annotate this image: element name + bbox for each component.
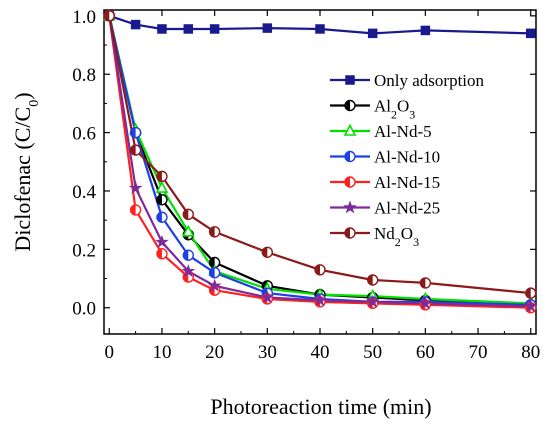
marker-star (260, 290, 275, 304)
y-tick-label: 0.8 (72, 65, 96, 86)
y-tick-label: 0.0 (72, 299, 96, 320)
marker-circle-half (130, 145, 136, 156)
x-tick-label: 20 (205, 342, 224, 363)
marker-circle-half (345, 100, 350, 111)
legend-item-2: Al-Nd-5 (330, 122, 432, 141)
marker-square (262, 23, 273, 33)
y-axis-label-sub: 0 (27, 100, 42, 107)
marker-star (365, 294, 380, 308)
marker-square (367, 28, 378, 39)
x-tick-label: 10 (152, 342, 171, 363)
y-tick-label: 0.6 (72, 124, 96, 145)
marker-circle-half (420, 277, 426, 288)
marker-triangle (155, 180, 169, 193)
marker-square (183, 24, 194, 34)
legend-label: Nd2O3 (374, 224, 419, 249)
series-line-0 (108, 14, 531, 35)
marker-circle-half (345, 151, 350, 162)
series-line-2 (108, 15, 531, 305)
series-line-4 (108, 15, 531, 309)
marker-star (418, 296, 433, 310)
marker-star (523, 299, 538, 313)
plot-frame (103, 9, 537, 335)
marker-circle-half (156, 248, 162, 259)
legend-label: Al-Nd-5 (374, 122, 432, 141)
marker-circle-half (104, 10, 110, 21)
marker-circle-half (209, 257, 215, 268)
y-axis-label: Diclofenac (C/C0) (10, 92, 42, 251)
x-tick-label: 0 (105, 342, 115, 363)
legend-item-5: Al-Nd-25 (330, 199, 440, 218)
marker-circle-half (345, 228, 350, 238)
marker-circle-half (525, 288, 531, 299)
y-axis-label-main: Diclofenac (C/C (10, 107, 35, 252)
legend-item-0: Only adsorption (330, 71, 485, 90)
x-tick-label: 60 (416, 342, 435, 363)
marker-circle-half (345, 177, 350, 187)
series-line-3 (108, 15, 531, 306)
series-points-2 (102, 8, 538, 309)
series-points-6 (103, 10, 537, 299)
marker-star (207, 278, 222, 292)
series-line-5 (108, 15, 531, 308)
y-tick-label: 0.4 (72, 182, 96, 203)
y-tick-label: 0.2 (72, 240, 96, 261)
series-markers (102, 8, 538, 314)
x-tick-label: 30 (258, 342, 277, 363)
x-axis-label: Photoreaction time (min) (210, 394, 431, 419)
marker-square (420, 25, 431, 36)
series-points-3 (103, 10, 537, 311)
x-tick-label: 70 (469, 342, 488, 363)
legend-label: Al2O3 (374, 97, 415, 122)
marker-circle-half (209, 226, 215, 237)
marker-square (157, 24, 167, 34)
series-lines (108, 14, 531, 309)
marker-square (130, 19, 141, 30)
marker-circle-half (156, 194, 162, 205)
axes: 0 10 20 30 40 50 60 70 80 0.0 0.2 0.4 0.6 0.8 1.0 (72, 7, 540, 363)
legend-item-4: Al-Nd-15 (330, 173, 440, 192)
y-axis-label-tail: ) (10, 92, 35, 99)
legend-label: Al-Nd-25 (374, 199, 440, 218)
x-tick-label: 50 (363, 342, 382, 363)
legend-item-3: Al-Nd-10 (330, 148, 440, 167)
marker-circle-half (367, 275, 373, 285)
marker-circle-half (156, 212, 162, 223)
marker-star (155, 234, 169, 248)
marker-circle-half (183, 209, 189, 220)
series-line-6 (108, 15, 531, 295)
marker-circle-half (209, 267, 215, 278)
legend-item-6: Nd2O3 (330, 224, 419, 249)
y-tick-label: 1.0 (72, 7, 96, 28)
marker-square (209, 24, 220, 34)
marker-circle-half (262, 247, 268, 258)
x-tick-label: 40 (311, 342, 330, 363)
marker-square (315, 24, 325, 34)
marker-circle-half (130, 204, 136, 215)
marker-triangle (343, 123, 357, 136)
marker-circle-half (315, 264, 320, 275)
legend-label: Al-Nd-10 (374, 148, 440, 167)
series-line-1 (108, 15, 531, 306)
marker-square (345, 75, 355, 85)
marker-square (525, 28, 536, 39)
legend-label: Only adsorption (374, 71, 485, 90)
legend-item-1: Al2O3 (330, 97, 415, 122)
marker-circle-half (183, 250, 189, 261)
marker-star (128, 180, 143, 194)
legend-label: Al-Nd-15 (374, 173, 440, 192)
marker-circle-half (156, 171, 162, 182)
marker-circle-half (130, 127, 136, 138)
marker-star (343, 200, 357, 214)
marker-star (181, 264, 196, 278)
marker-triangle (181, 224, 195, 237)
x-tick-label: 80 (521, 342, 540, 363)
marker-star (313, 293, 327, 307)
